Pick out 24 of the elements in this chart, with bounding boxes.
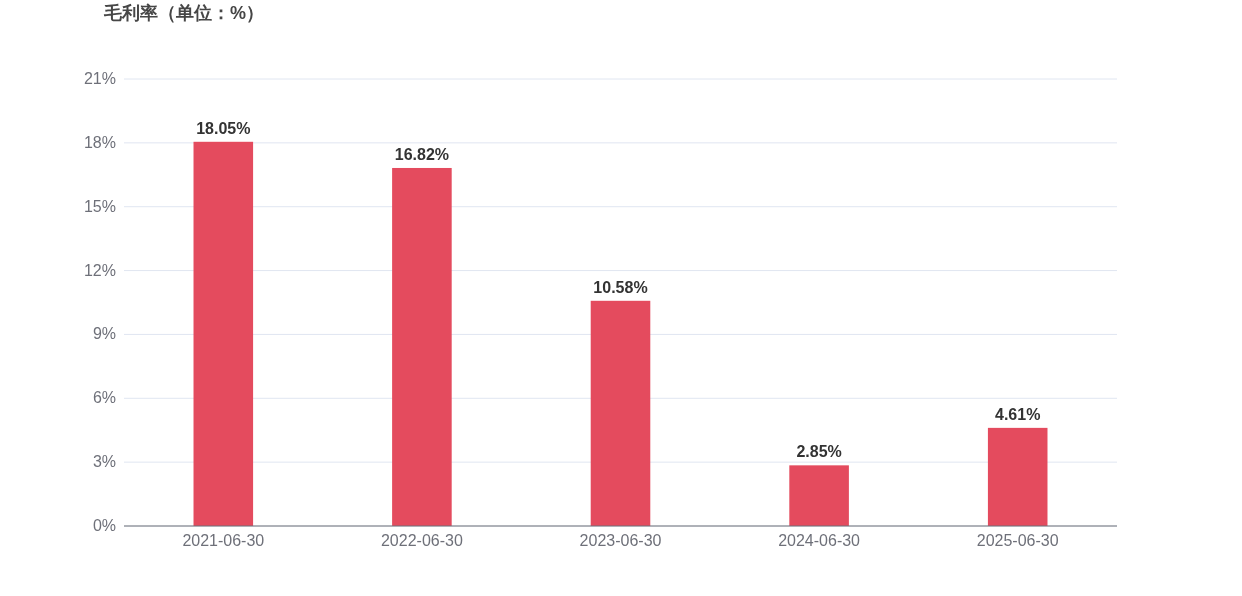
bar [193,141,254,526]
y-tick-label: 12% [83,261,116,279]
data-label: 10.58% [593,278,648,296]
y-tick-label: 18% [83,133,116,151]
y-tick-label: 21% [83,70,116,87]
y-tick-label: 0% [92,517,116,534]
y-tick-label: 9% [92,325,116,343]
data-label: 18.05% [196,119,251,137]
bar [789,465,849,526]
x-tick-label: 2023-06-30 [579,532,662,549]
chart-title: 毛利率（单位：%） [103,3,265,23]
data-label: 2.85% [796,443,842,461]
x-tick-label: 2021-06-30 [182,532,265,549]
x-tick-label: 2025-06-30 [976,532,1059,549]
y-tick-label: 6% [92,389,116,407]
y-tick-label: 15% [83,197,116,215]
bar [392,167,452,526]
data-label: 4.61% [995,405,1041,423]
bar [590,300,651,526]
y-tick-label: 3% [92,453,116,471]
bar [987,427,1048,526]
x-tick-label: 2022-06-30 [380,532,463,549]
x-tick-label: 2024-06-30 [778,532,861,549]
data-label: 16.82% [394,145,450,163]
